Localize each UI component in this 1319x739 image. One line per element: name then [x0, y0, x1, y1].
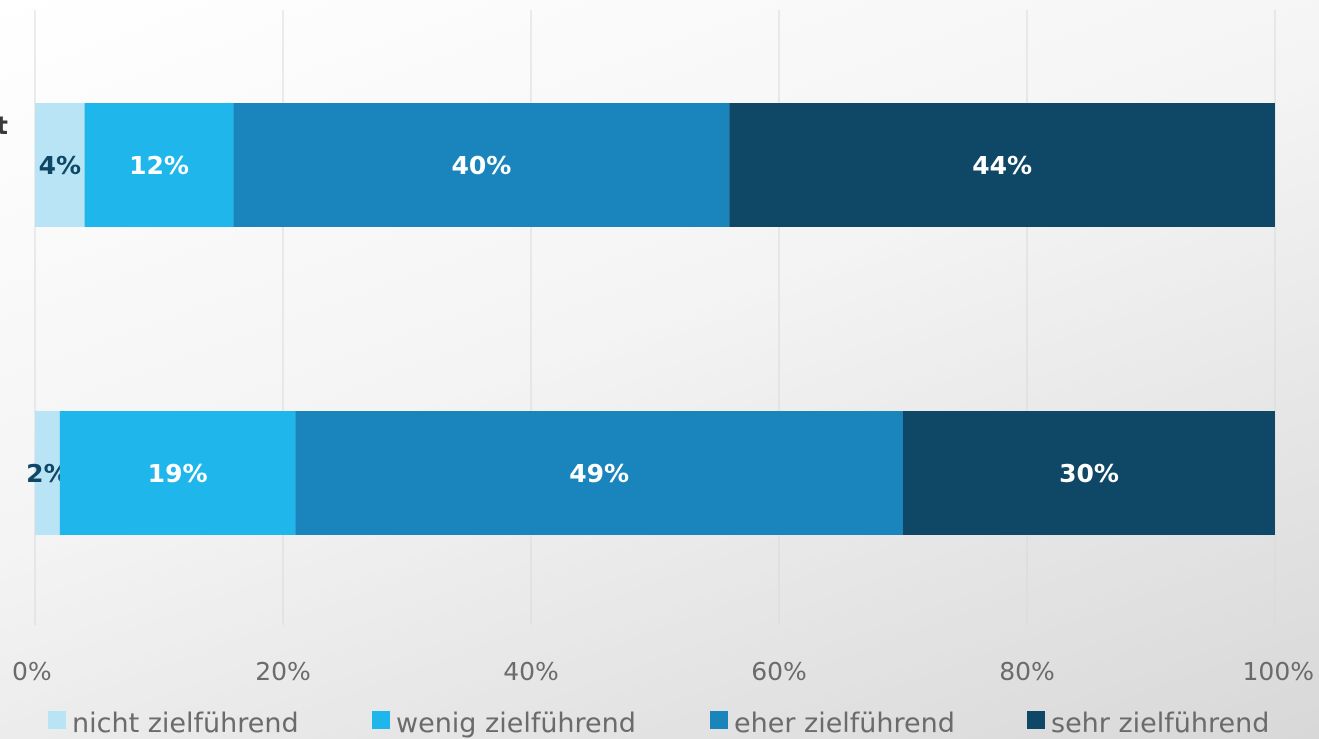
data-label: 12% [129, 151, 189, 180]
legend-label: eher zielführend [734, 708, 955, 739]
data-label: 40% [451, 151, 511, 180]
legend-swatch [710, 711, 728, 729]
bar-segment [84, 103, 234, 227]
data-label: 49% [569, 459, 629, 488]
legend-swatch [1027, 711, 1045, 729]
bar-segment [35, 411, 60, 535]
x-tick-label: 20% [255, 657, 311, 686]
category-label: t [0, 111, 8, 140]
bar-segment [59, 411, 296, 535]
x-tick-label: 100% [1243, 657, 1314, 686]
legend-swatch [48, 711, 66, 729]
x-axis-ticks: 0% 20% 40% 60% 80% 100% [12, 657, 1314, 686]
legend-swatch [372, 711, 390, 729]
legend: nicht zielführend wenig zielführend eher z… [48, 708, 1269, 739]
data-label: 30% [1059, 459, 1119, 488]
data-label: 19% [148, 459, 208, 488]
bar-segment [903, 411, 1275, 535]
x-tick-label: 60% [751, 657, 807, 686]
data-label: 4% [39, 151, 81, 180]
bar-segment [35, 103, 85, 227]
bar-segment [729, 103, 1275, 227]
x-tick-label: 40% [503, 657, 559, 686]
x-tick-label: 80% [999, 657, 1055, 686]
legend-label: nicht zielführend [72, 708, 299, 739]
x-tick-label: 0% [12, 657, 52, 686]
category-labels: t [0, 111, 8, 140]
bar-segment [233, 103, 730, 227]
data-label: 44% [972, 151, 1032, 180]
bar-segment [295, 411, 903, 535]
bars: 4% 12% 40% 44%2% 19% 49% 30% [26, 103, 1275, 535]
legend-label: wenig zielführend [396, 708, 636, 739]
legend-label: sehr zielführend [1051, 708, 1269, 739]
